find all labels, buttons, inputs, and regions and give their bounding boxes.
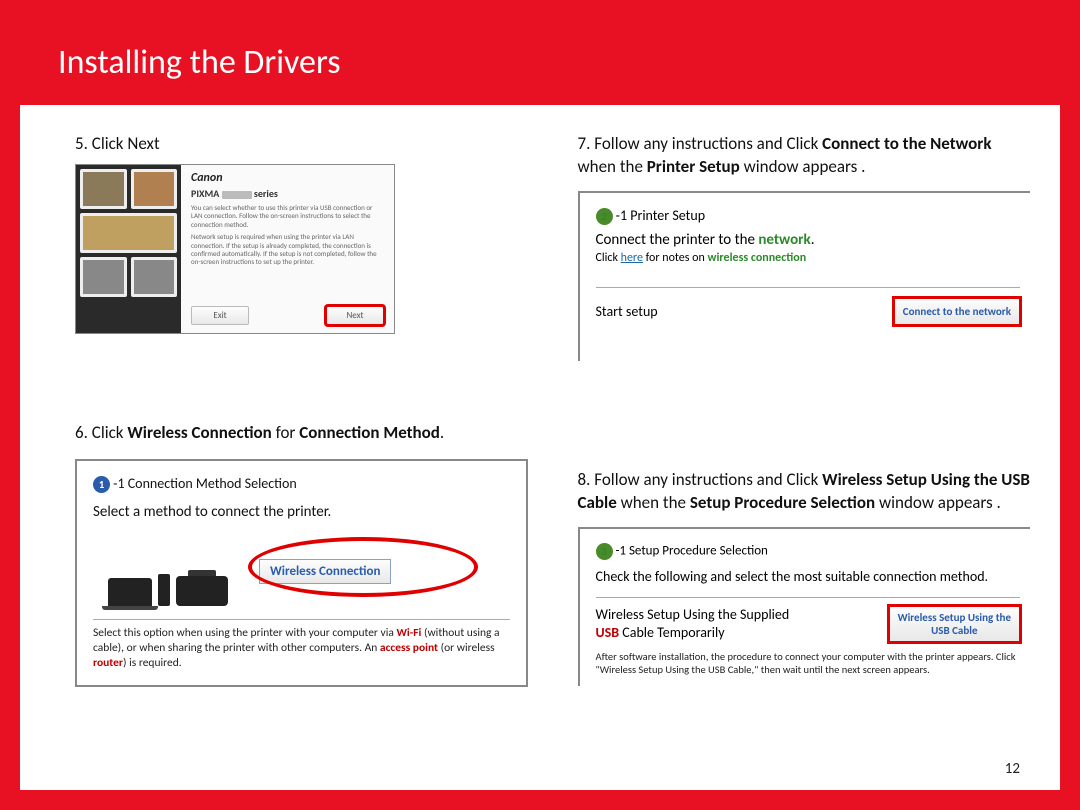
step5-desc2: Network setup is required when using the… <box>191 233 384 267</box>
step5-screenshot: Canon PIXMA series You can select whethe… <box>75 164 395 334</box>
step6-select-text: Select a method to connect the printer. <box>93 503 510 521</box>
next-button[interactable]: Next <box>326 306 384 325</box>
step6-number-icon: 1 <box>93 476 110 493</box>
connect-to-network-button[interactable]: Connect to the network <box>894 298 1020 325</box>
step6-title: 1 -1 Connection Method Selection <box>93 475 510 493</box>
wireless-connection-button[interactable]: Wireless Connection <box>259 559 391 584</box>
step8-number-icon: 3 <box>596 543 613 560</box>
wireless-setup-usb-button[interactable]: Wireless Setup Using theUSB Cable <box>889 606 1020 642</box>
step8-left-option: Wireless Setup Using the Supplied USB Ca… <box>596 606 796 642</box>
step7-label: 7. Follow any instructions and Click Con… <box>578 133 1031 179</box>
step6-label: 6. Click Wireless Connection for Connect… <box>75 422 528 445</box>
brand-logo: Canon <box>191 171 384 185</box>
step5-desc1: You can select whether to use this print… <box>191 204 384 229</box>
step7-screenshot: 2 -1 Printer Setup Connect the printer t… <box>578 191 1031 361</box>
step5-label: 5. Click Next <box>75 133 528 156</box>
step5-gallery <box>76 165 181 333</box>
step6-screenshot: 1 -1 Connection Method Selection Select … <box>75 459 528 687</box>
step7-hint: Click here for notes on wireless connect… <box>596 251 1021 265</box>
product-name: PIXMA series <box>191 187 384 200</box>
step8-note: After software installation, the procedu… <box>596 650 1021 676</box>
start-setup-label: Start setup <box>596 303 658 320</box>
devices-illustration <box>93 536 243 606</box>
slide-header: Installing the Drivers <box>20 20 1060 105</box>
step7-title: 2 -1 Printer Setup <box>596 207 1021 225</box>
step8-label: 8. Follow any instructions and Click Wir… <box>578 469 1031 515</box>
exit-button[interactable]: Exit <box>191 306 249 325</box>
step7-connect-text: Connect the printer to the network. <box>596 231 1021 249</box>
step7-number-icon: 2 <box>596 208 613 225</box>
step8-screenshot: 3 -1 Setup Procedure Selection Check the… <box>578 527 1031 687</box>
step8-check-text: Check the following and select the most … <box>596 568 1021 585</box>
step6-note: Select this option when using the printe… <box>93 619 510 671</box>
page-title: Installing the Drivers <box>58 42 1060 83</box>
page-number: 12 <box>1005 760 1020 778</box>
step8-title: 3 -1 Setup Procedure Selection <box>596 543 1021 560</box>
